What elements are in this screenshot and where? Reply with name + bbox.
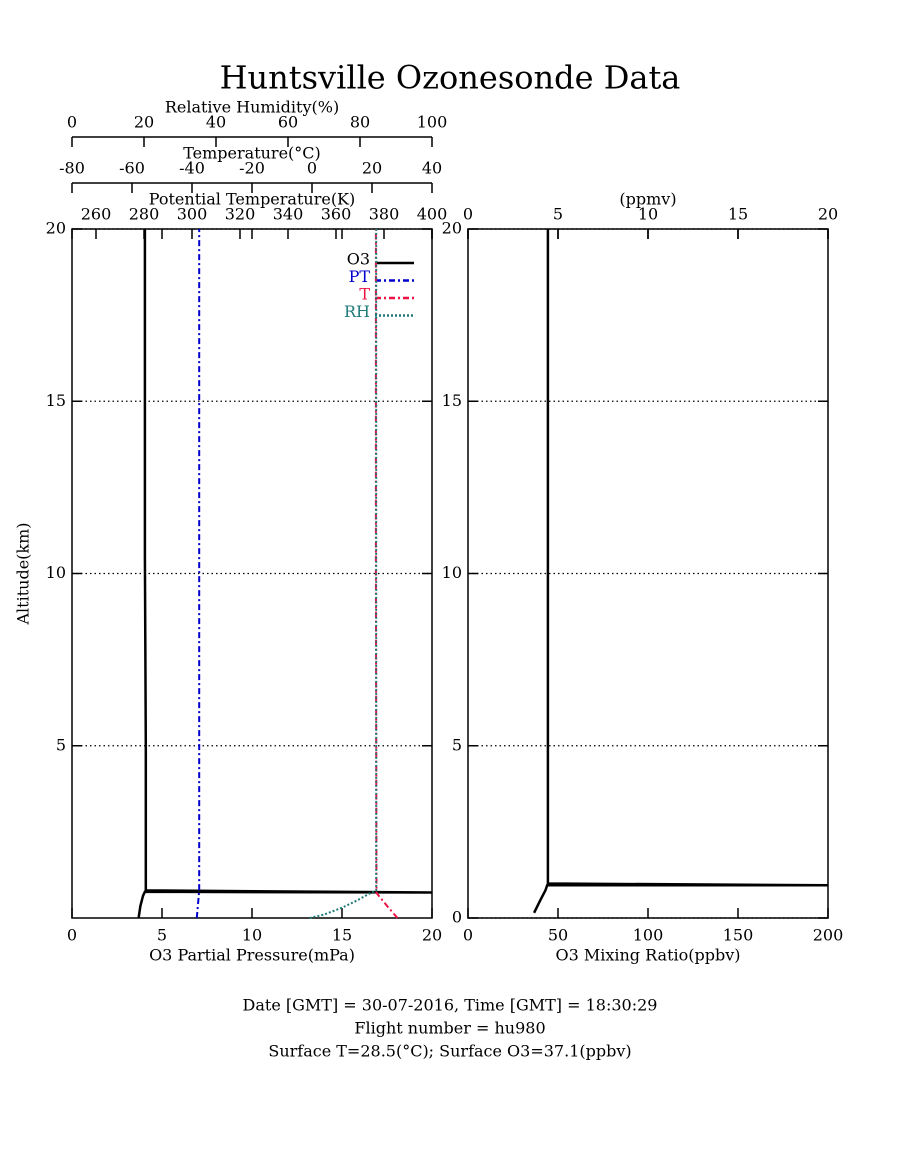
y-tick-label: 5 [452,735,462,754]
x-axis-title: (ppmv) [619,190,676,209]
y-tick-label: 0 [452,908,462,927]
y-axis-title: Altitude(km) [14,522,33,625]
y-tick-label: 10 [46,563,66,582]
x-tick-label: 40 [422,159,442,178]
page-title: Huntsville Ozonesonde Data [220,59,681,97]
x-tick-label: 0 [67,926,77,945]
x-tick-label: 0 [463,205,473,224]
x-tick-label: 20 [422,926,442,945]
x-tick-label: -80 [59,159,85,178]
y-tick-label: 10 [442,563,462,582]
x-tick-label: 0 [463,926,473,945]
x-tick-label: 340 [273,205,304,224]
legend-label: PT [349,267,371,286]
x-axis-title: O3 Partial Pressure(mPa) [149,946,355,965]
x-tick-label: 10 [638,205,658,224]
footer-line: Flight number = hu980 [354,1019,545,1038]
x-tick-label: 60 [278,113,298,132]
y-tick-label: 15 [46,391,66,410]
profile-line [309,229,378,919]
x-tick-label: 200 [813,926,844,945]
plot-frame [71,228,433,919]
legend-label: RH [344,302,370,321]
x-tick-label: 380 [369,205,400,224]
y-tick-label: 5 [56,735,66,754]
x-tick-label: 400 [417,205,448,224]
x-tick-label: 80 [350,113,370,132]
x-tick-label: -20 [239,159,265,178]
x-tick-label: 300 [177,205,208,224]
x-tick-label: 50 [548,926,568,945]
x-tick-label: -40 [179,159,205,178]
x-tick-label: 5 [553,205,563,224]
x-tick-label: 320 [225,205,256,224]
x-tick-label: 5 [157,926,167,945]
y-tick-label: 20 [442,219,462,238]
y-tick-label: 20 [46,219,66,238]
y-tick-label: 15 [442,391,462,410]
x-tick-label: 100 [417,113,448,132]
x-axis-title: Potential Temperature(K) [149,190,356,209]
footer-line: Surface T=28.5(°C); Surface O3=37.1(ppbv… [268,1042,631,1061]
x-tick-label: 15 [332,926,352,945]
x-tick-label: 260 [81,205,112,224]
profile-line [137,229,433,919]
x-axis-title: O3 Mixing Ratio(ppbv) [555,946,740,965]
x-tick-label: 280 [129,205,160,224]
x-tick-label: 20 [818,205,838,224]
x-tick-label: 20 [362,159,382,178]
plot-frame [467,228,829,919]
x-tick-label: 15 [728,205,748,224]
x-tick-label: 360 [321,205,352,224]
x-tick-label: 40 [206,113,226,132]
x-tick-label: 150 [723,926,754,945]
x-tick-label: 0 [307,159,317,178]
x-axis-title: Temperature(°C) [183,144,321,163]
legend-label: O3 [347,250,370,269]
x-tick-label: -60 [119,159,145,178]
legend-label: T [359,285,370,304]
x-tick-label: 10 [242,926,262,945]
profile-line [195,229,201,919]
x-axis-title: Relative Humidity(%) [165,98,339,117]
profile-line [532,229,829,914]
x-tick-label: 100 [633,926,664,945]
x-tick-label: 20 [134,113,154,132]
footer-line: Date [GMT] = 30-07-2016, Time [GMT] = 18… [243,996,658,1015]
x-tick-label: 0 [67,113,77,132]
